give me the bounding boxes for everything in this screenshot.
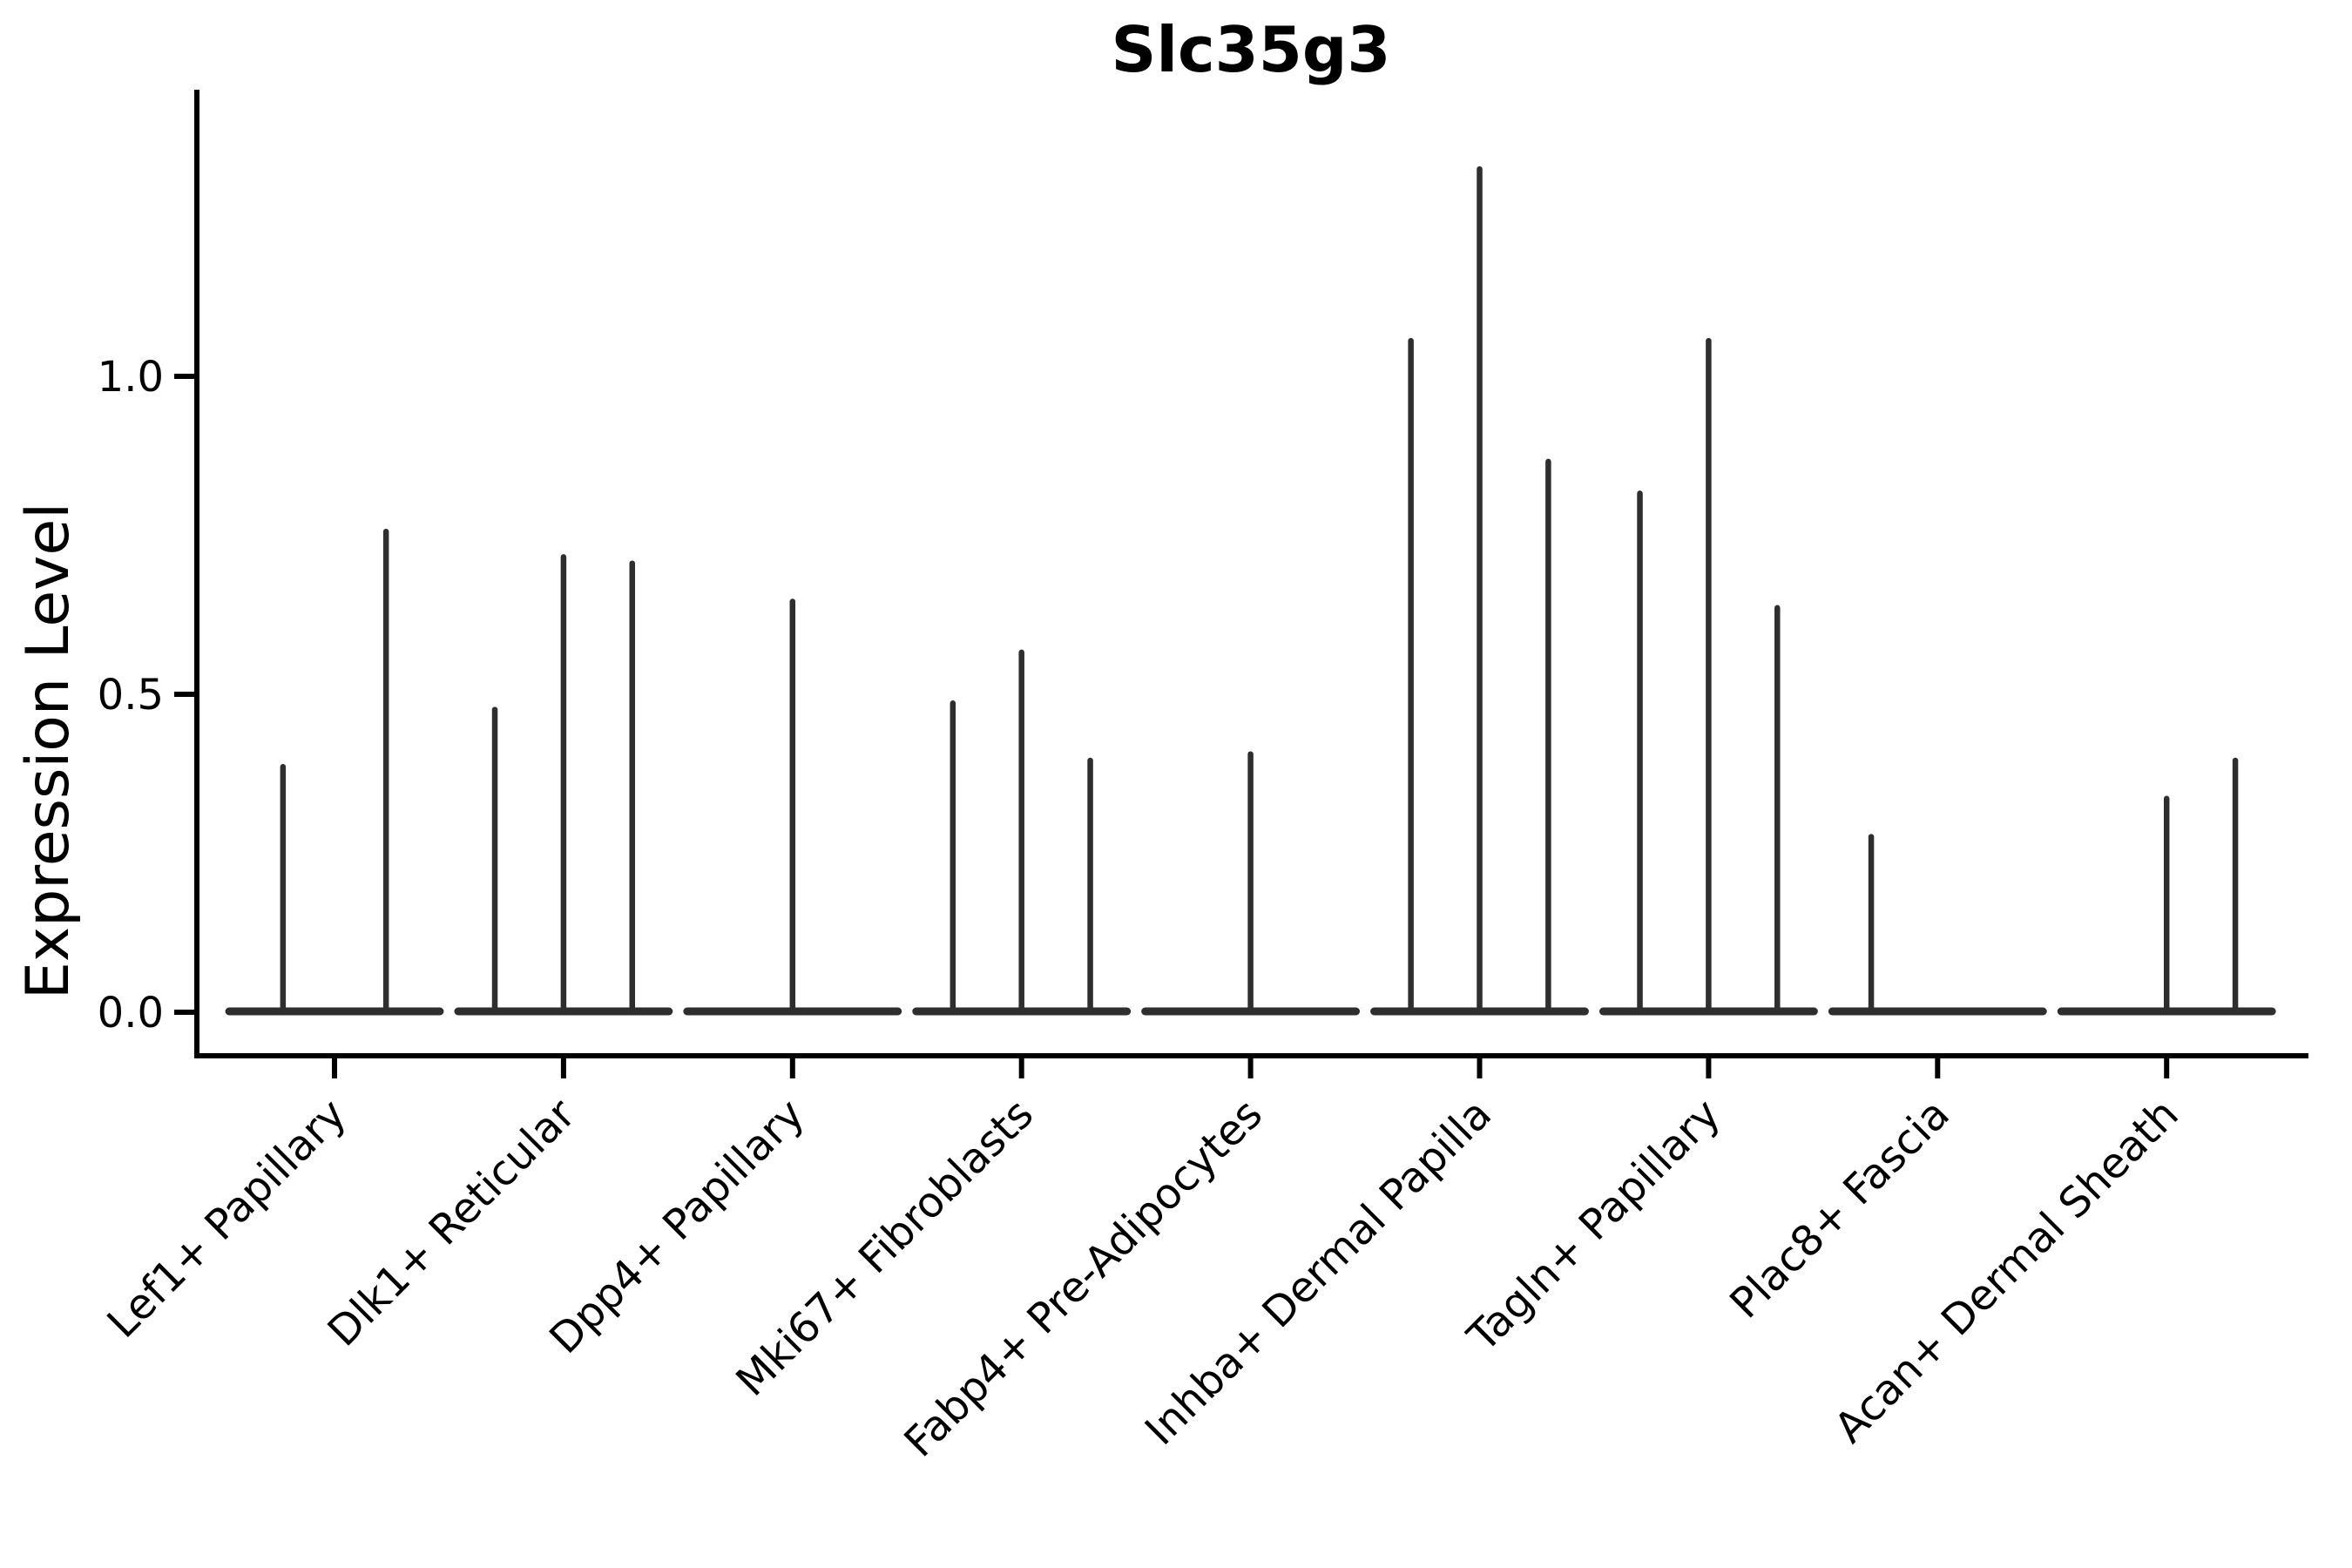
y-axis-label: Expression Level — [14, 503, 83, 999]
x-tick-label: Dpp4+ Papillary — [540, 1090, 814, 1363]
y-tick-label: 1.0 — [98, 353, 164, 402]
x-tick-label: Dlk1+ Reticular — [319, 1090, 585, 1356]
chart-title: Slc35g3 — [1111, 13, 1390, 86]
y-tick-label: 0.0 — [98, 989, 164, 1037]
x-tick-label: Tagln+ Papillary — [1458, 1090, 1730, 1362]
y-tick-label: 0.5 — [98, 671, 164, 720]
violins — [225, 166, 2276, 1016]
x-tick-label: Lef1+ Papillary — [98, 1090, 356, 1348]
x-tick-label: Plac8+ Fascia — [1720, 1090, 1959, 1328]
